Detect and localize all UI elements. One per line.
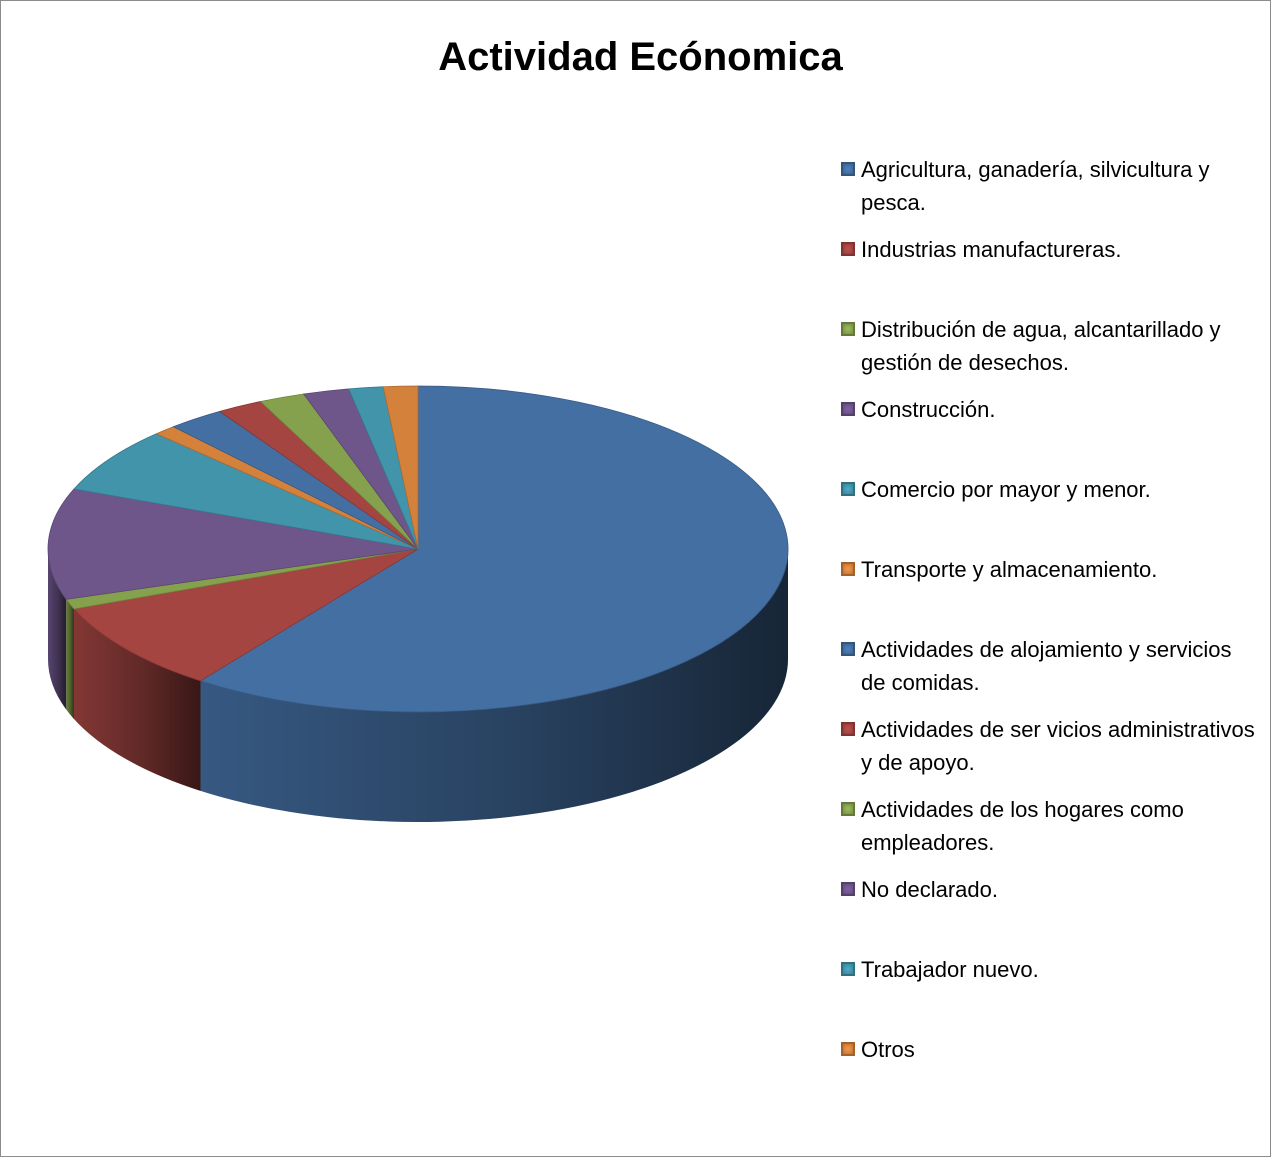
legend-swatch xyxy=(841,962,855,976)
legend-swatch xyxy=(841,642,855,656)
legend-label: Industrias manufactureras. xyxy=(861,237,1122,262)
legend-swatch xyxy=(841,722,855,736)
legend-label: Distribución de agua, alcantarillado y g… xyxy=(861,317,1221,375)
pie-sides xyxy=(48,549,788,822)
legend-swatch xyxy=(841,1042,855,1056)
pie-slice-otros xyxy=(382,385,419,550)
legend-label: Construcción. xyxy=(861,397,996,422)
legend-label: Actividades de alojamiento y servicios d… xyxy=(861,637,1232,695)
pie-slice-comercio-por-mayor-y-menor xyxy=(73,433,419,550)
legend-swatch xyxy=(841,802,855,816)
legend-label: Agricultura, ganadería, silvicultura y p… xyxy=(861,157,1210,215)
legend-label: No declarado. xyxy=(861,877,998,902)
pie-side-shade-agricultura-ganaderia-silvicultura-y-pesca xyxy=(200,549,788,822)
pie-slice-construccion xyxy=(47,488,419,600)
legend-label: Transporte y almacenamiento. xyxy=(861,557,1158,582)
legend-swatch xyxy=(841,482,855,496)
pie-slice-industrias-manufactureras xyxy=(73,548,419,682)
pie-side-shade-distribucion-de-agua-alcantarillado-y-gestion-de-desechos xyxy=(66,599,74,720)
legend-label: Trabajador nuevo. xyxy=(861,957,1039,982)
pie-side-shade-construccion xyxy=(48,549,67,710)
legend-label: Otros xyxy=(861,1037,915,1062)
legend-swatch xyxy=(841,242,855,256)
legend-swatch xyxy=(841,882,855,896)
chart-title: Actividad Ecónomica xyxy=(438,35,843,79)
pie-slice-agricultura-ganaderia-silvicultura-y-pesca xyxy=(199,385,789,713)
legend-label: Comercio por mayor y menor. xyxy=(861,477,1151,502)
pie-tops xyxy=(47,385,789,713)
pie-side-shade-industrias-manufactureras xyxy=(73,609,201,791)
legend-swatch xyxy=(841,402,855,416)
legend-swatch xyxy=(841,562,855,576)
pie-chart xyxy=(47,385,789,822)
legend: Agricultura, ganadería, silvicultura y p… xyxy=(841,1,1261,1158)
legend-swatch xyxy=(841,322,855,336)
legend-label: Actividades de ser vicios administrativo… xyxy=(861,717,1255,775)
legend-swatch xyxy=(841,162,855,176)
legend-label: Actividades de los hogares como empleado… xyxy=(861,797,1184,855)
